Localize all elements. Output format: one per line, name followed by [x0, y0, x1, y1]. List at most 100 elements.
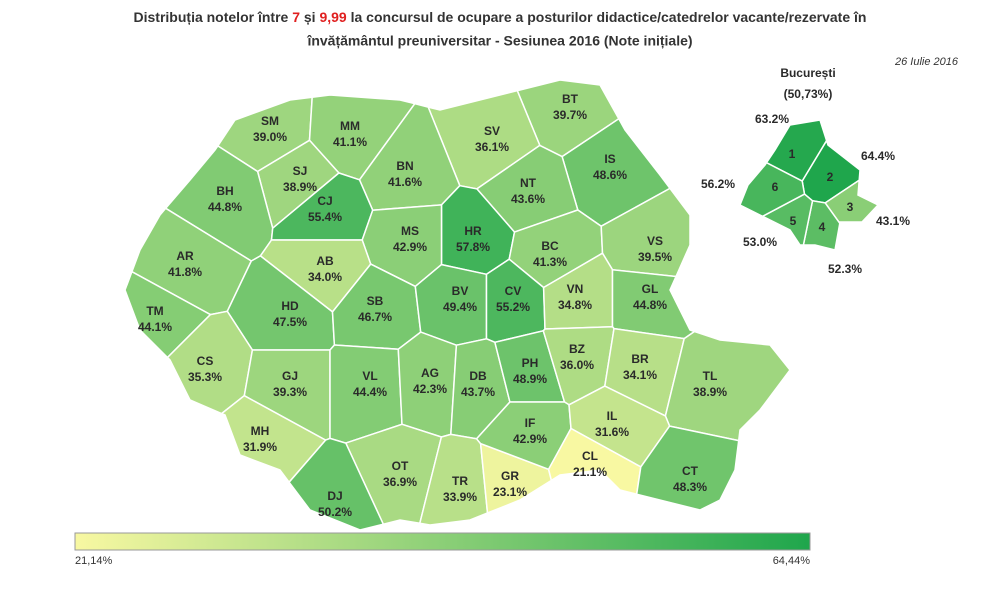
county — [220, 394, 327, 484]
title-line-2: învățământul preuniversitar - Sesiunea 2… — [306, 33, 692, 49]
county-code: CV — [505, 284, 522, 298]
county-code: VN — [567, 282, 584, 296]
county-value: 47.5% — [273, 315, 307, 329]
county-code: MS — [401, 224, 419, 238]
sector-number: 5 — [790, 214, 797, 228]
county-code: TL — [703, 369, 718, 383]
county-code: TR — [452, 474, 468, 488]
county-value: 48.3% — [673, 480, 707, 494]
county-value: 38.9% — [283, 180, 317, 194]
sector-number: 2 — [827, 170, 834, 184]
county-code: DJ — [327, 489, 342, 503]
county-code: BN — [396, 159, 413, 173]
county-code: HD — [281, 299, 299, 313]
county-value: 46.7% — [358, 310, 392, 324]
county-value: 39.0% — [253, 130, 287, 144]
county-value: 42.9% — [513, 432, 547, 446]
county-value: 43.6% — [511, 192, 545, 206]
date: 26 Iulie 2016 — [894, 56, 959, 68]
county-code: CL — [582, 449, 598, 463]
county-code: IF — [525, 416, 536, 430]
sector-value: 52.3% — [828, 262, 862, 276]
county-value: 44.8% — [633, 298, 667, 312]
county-value: 43.7% — [461, 385, 495, 399]
bucharest-name: București — [780, 66, 835, 80]
sector-value: 43.1% — [876, 214, 910, 228]
county-value: 31.6% — [595, 425, 629, 439]
county-code: CJ — [317, 194, 332, 208]
sector-number: 3 — [847, 200, 854, 214]
county-value: 41.3% — [533, 255, 567, 269]
county-code: HR — [464, 224, 482, 238]
county-code: VS — [647, 234, 663, 248]
legend-min: 21,14% — [75, 555, 113, 567]
county-value: 48.9% — [513, 372, 547, 386]
county — [288, 437, 385, 531]
county-code: AB — [316, 254, 334, 268]
county-value: 36.9% — [383, 475, 417, 489]
bucharest-value: (50,73%) — [784, 87, 833, 101]
county-value: 35.3% — [188, 370, 222, 384]
county-value: 31.9% — [243, 440, 277, 454]
county-code: BR — [631, 352, 649, 366]
county-value: 39.3% — [273, 385, 307, 399]
county-code: VL — [362, 369, 377, 383]
county-code: IS — [604, 152, 615, 166]
sector-number: 6 — [772, 180, 779, 194]
county-value: 44.1% — [138, 320, 172, 334]
county-value: 33.9% — [443, 490, 477, 504]
county-code: SV — [484, 124, 500, 138]
county-value: 57.8% — [456, 240, 490, 254]
county-value: 44.8% — [208, 200, 242, 214]
county — [547, 427, 642, 496]
county-value: 41.6% — [388, 175, 422, 189]
county-code: BH — [216, 184, 233, 198]
county-value: 44.4% — [353, 385, 387, 399]
title-part: la concursul de ocupare a posturilor did… — [347, 9, 867, 25]
legend-max: 64,44% — [773, 555, 811, 567]
county-value: 41.1% — [333, 135, 367, 149]
county-value: 48.6% — [593, 168, 627, 182]
county-code: GJ — [282, 369, 298, 383]
county-code: IL — [607, 409, 618, 423]
county-value: 50.2% — [318, 505, 352, 519]
county-code: SB — [367, 294, 384, 308]
county-value: 34.8% — [558, 298, 592, 312]
sector-number: 1 — [789, 147, 796, 161]
county-code: TM — [146, 304, 163, 318]
county-code: PH — [522, 356, 539, 370]
county-code: BT — [562, 92, 579, 106]
county-value: 42.3% — [413, 382, 447, 396]
county-value: 41.8% — [168, 265, 202, 279]
county-value: 55.4% — [308, 210, 342, 224]
county-code: CT — [682, 464, 699, 478]
county-code: AG — [421, 366, 439, 380]
county-code: GR — [501, 469, 519, 483]
county-value: 34.1% — [623, 368, 657, 382]
county-code: SM — [261, 114, 279, 128]
county-code: AR — [176, 249, 194, 263]
county-value: 23.1% — [493, 485, 527, 499]
county-code: OT — [392, 459, 409, 473]
county-value: 55.2% — [496, 300, 530, 314]
county-code: MM — [340, 119, 360, 133]
sector-value: 64.4% — [861, 149, 895, 163]
county-code: BZ — [569, 342, 585, 356]
legend-bar — [74, 532, 811, 551]
title-part: și — [300, 9, 319, 25]
county-code: MH — [251, 424, 270, 438]
county-value: 39.5% — [638, 250, 672, 264]
county-value: 39.7% — [553, 108, 587, 122]
county-value: 42.9% — [393, 240, 427, 254]
county — [664, 330, 791, 442]
county-code: NT — [520, 176, 537, 190]
sector — [739, 161, 806, 218]
county-value: 34.0% — [308, 270, 342, 284]
title-part: 7 — [292, 9, 300, 25]
county-code: DB — [469, 369, 487, 383]
county-value: 49.4% — [443, 300, 477, 314]
county — [635, 425, 740, 511]
county-value: 38.9% — [693, 385, 727, 399]
county-value: 21.1% — [573, 465, 607, 479]
